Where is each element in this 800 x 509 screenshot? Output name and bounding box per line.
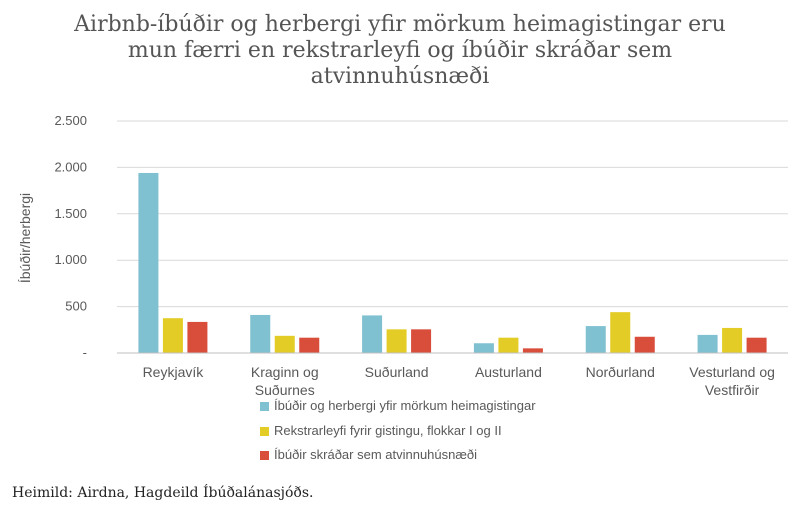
- chart-title-line: mun færri en rekstrarleyfi og íbúðir skr…: [128, 38, 672, 63]
- bar: [138, 172, 159, 353]
- y-axis-ticks: - 500 1.000 1.500 2.000 2.500: [54, 113, 87, 360]
- x-category-label: Kraginn og: [251, 364, 319, 380]
- bar: [585, 326, 606, 353]
- y-axis-label: Íbúðir/herbergi: [17, 193, 33, 283]
- legend-swatch: [260, 402, 269, 411]
- bar: [610, 312, 631, 353]
- gridlines: [117, 120, 788, 308]
- y-tick-label: 2.000: [54, 159, 87, 174]
- legend-entry: Íbúðir og herbergi yfir mörkum heimagist…: [274, 398, 536, 413]
- source-note: Heimild: Airdna, Hagdeild Íbúðalánasjóðs…: [12, 483, 313, 501]
- x-category-label: Austurland: [475, 364, 542, 380]
- bar: [498, 337, 519, 353]
- y-tick-label: 1.000: [54, 252, 87, 267]
- x-axis-categories: Reykjavík Kraginn og Suðurnes Suðurland Aust…: [143, 364, 775, 398]
- legend-entry: Rekstrarleyfi fyrir gistingu, flokkar I …: [274, 423, 502, 438]
- x-category-label: Vestfirðir: [705, 382, 760, 398]
- x-category-label: Suðurland: [365, 364, 429, 380]
- y-tick-label: -: [83, 345, 87, 360]
- chart-title-line: Airbnb-íbúðir og herbergi yfir mörkum he…: [73, 12, 726, 37]
- bar: [522, 348, 543, 353]
- chart-title: Airbnb-íbúðir og herbergi yfir mörkum he…: [73, 12, 726, 89]
- bar: [162, 318, 183, 353]
- x-category-label: Vesturland og: [689, 364, 775, 380]
- bar: [746, 337, 767, 353]
- legend-swatch: [260, 451, 269, 460]
- bar: [411, 329, 432, 353]
- bar: [362, 315, 383, 353]
- x-category-label: Suðurnes: [255, 382, 315, 398]
- chart-title-line: atvinnuhúsnæði: [311, 64, 490, 89]
- bar: [250, 314, 271, 353]
- legend-entry: Íbúðir skráðar sem atvinnuhúsnæði: [274, 447, 477, 462]
- x-category-label: Reykjavík: [143, 364, 205, 380]
- bar: [722, 327, 743, 353]
- bar: [299, 337, 320, 353]
- bar: [473, 343, 494, 353]
- bar: [187, 321, 208, 353]
- x-category-label: Norðurland: [586, 364, 655, 380]
- y-tick-label: 500: [65, 299, 87, 314]
- y-tick-label: 1.500: [54, 206, 87, 221]
- y-tick-label: 2.500: [54, 113, 87, 128]
- bars: [138, 172, 767, 353]
- bar: [634, 336, 655, 353]
- legend: Íbúðir og herbergi yfir mörkum heimagist…: [260, 398, 536, 462]
- bar: [274, 335, 295, 353]
- bar: [386, 329, 407, 353]
- bar: [697, 334, 718, 353]
- legend-swatch: [260, 427, 269, 436]
